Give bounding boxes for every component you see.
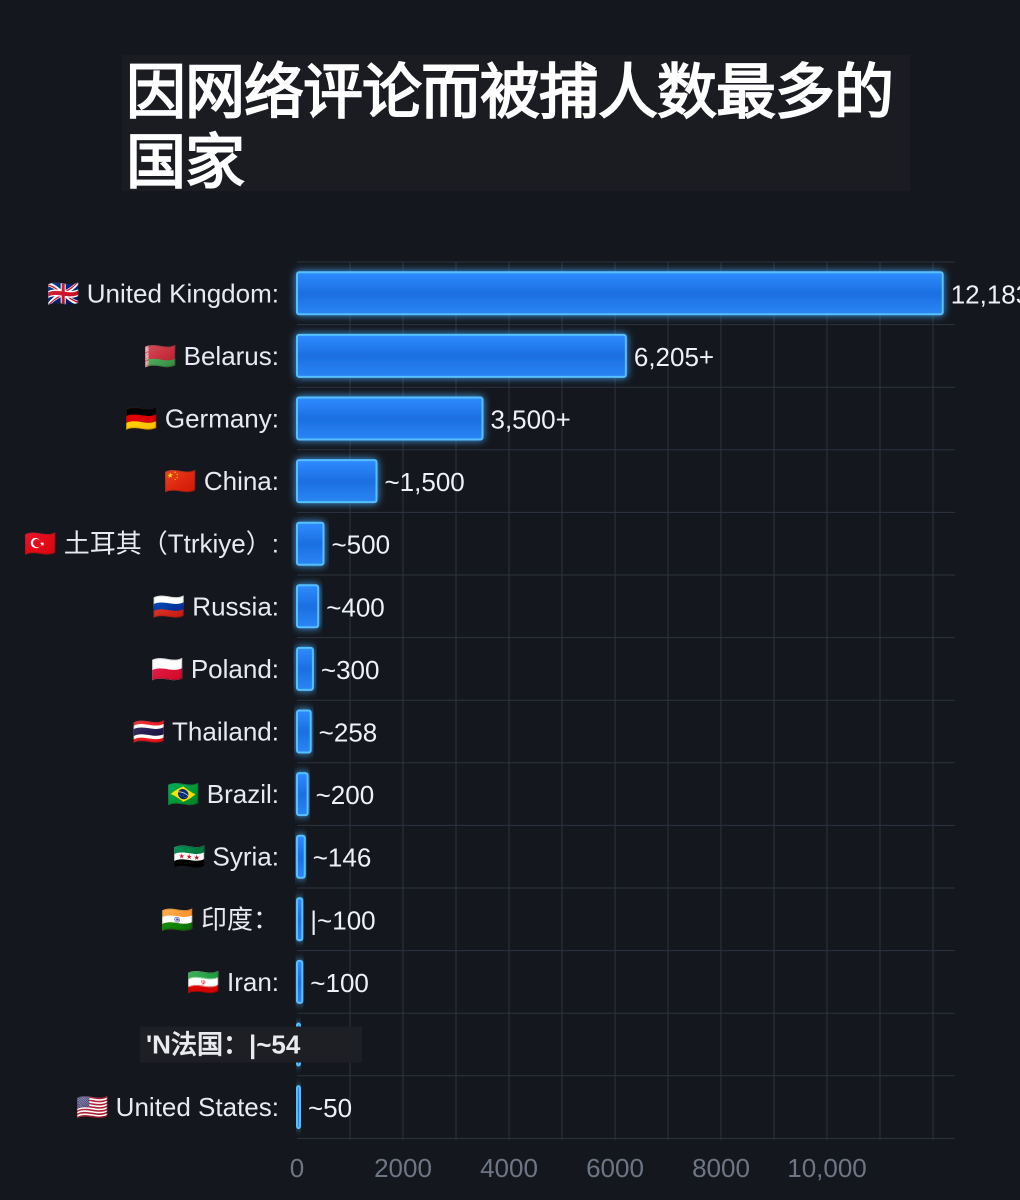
- x-tick-label: 6000: [586, 1153, 644, 1183]
- x-tick-label: 8000: [692, 1153, 750, 1183]
- value-label: ~146: [313, 843, 372, 873]
- value-label: 6,205+: [634, 342, 714, 372]
- value-label: 3,500+: [491, 405, 571, 435]
- category-label: 🇮🇷 Iran:: [187, 967, 279, 997]
- bar: [296, 459, 378, 504]
- labels: 🇬🇧 United Kingdom: 12,183+ 🇧🇾 Belarus: 6,20…: [24, 278, 1020, 1123]
- category-label: 🇹🇷 土耳其（Ttrkiye）:: [24, 529, 279, 559]
- category-label: 🇬🇧 United Kingdom:: [47, 278, 279, 308]
- bar: [296, 834, 306, 879]
- category-label: 🇺🇸 United States:: [76, 1092, 279, 1122]
- value-label: 12,183+: [951, 279, 1020, 309]
- bar: [296, 521, 325, 566]
- category-label: 🇵🇱 Poland:: [151, 654, 279, 684]
- bar: [296, 897, 304, 942]
- category-label: 🇸🇾 Syria:: [173, 842, 279, 872]
- bar: [296, 1085, 301, 1130]
- bar: [296, 709, 312, 754]
- value-label: ~100: [310, 968, 369, 998]
- category-label: 🇧🇾 Belarus:: [144, 341, 279, 371]
- bar: [296, 959, 304, 1004]
- x-tick-label: 2000: [374, 1153, 432, 1183]
- bar: [296, 772, 309, 817]
- bar: [296, 584, 320, 629]
- x-axis-ticks: 0 2000 4000 6000 8000 10,000: [290, 1153, 867, 1183]
- label-patch: [140, 1026, 362, 1063]
- value-label: ~50: [308, 1093, 352, 1123]
- bar: [296, 396, 484, 441]
- grid-lines: [297, 261, 955, 1140]
- chart-title: 因网络评论而被捕人数最多的国家: [126, 58, 894, 198]
- bars: [296, 271, 944, 1130]
- category-label: 🇮🇳 印度：: [161, 904, 279, 934]
- value-label: ~400: [326, 592, 385, 622]
- title-background: [122, 55, 910, 191]
- value-label: ~500: [332, 530, 391, 560]
- category-label: 🇷🇺 Russia:: [153, 591, 279, 621]
- bar: [296, 271, 944, 316]
- category-label: 🇧🇷 Brazil:: [167, 779, 279, 809]
- value-label: ~258: [319, 718, 378, 748]
- value-label: ~1,500: [385, 467, 465, 497]
- value-label: ~300: [321, 655, 380, 685]
- bar: [296, 646, 314, 691]
- category-label: 🇹🇭 Thailand:: [133, 717, 279, 747]
- value-label: ~200: [316, 780, 375, 810]
- category-label: 🇩🇪 Germany:: [125, 404, 279, 434]
- category-label: 'N法国：|~54: [146, 1030, 301, 1060]
- x-tick-label: 4000: [480, 1153, 538, 1183]
- category-label: 🇨🇳 China:: [164, 466, 279, 496]
- x-tick-label: 10,000: [787, 1153, 867, 1183]
- bar: [296, 333, 627, 378]
- value-label: |~100: [310, 905, 375, 935]
- x-tick-label: 0: [290, 1153, 304, 1183]
